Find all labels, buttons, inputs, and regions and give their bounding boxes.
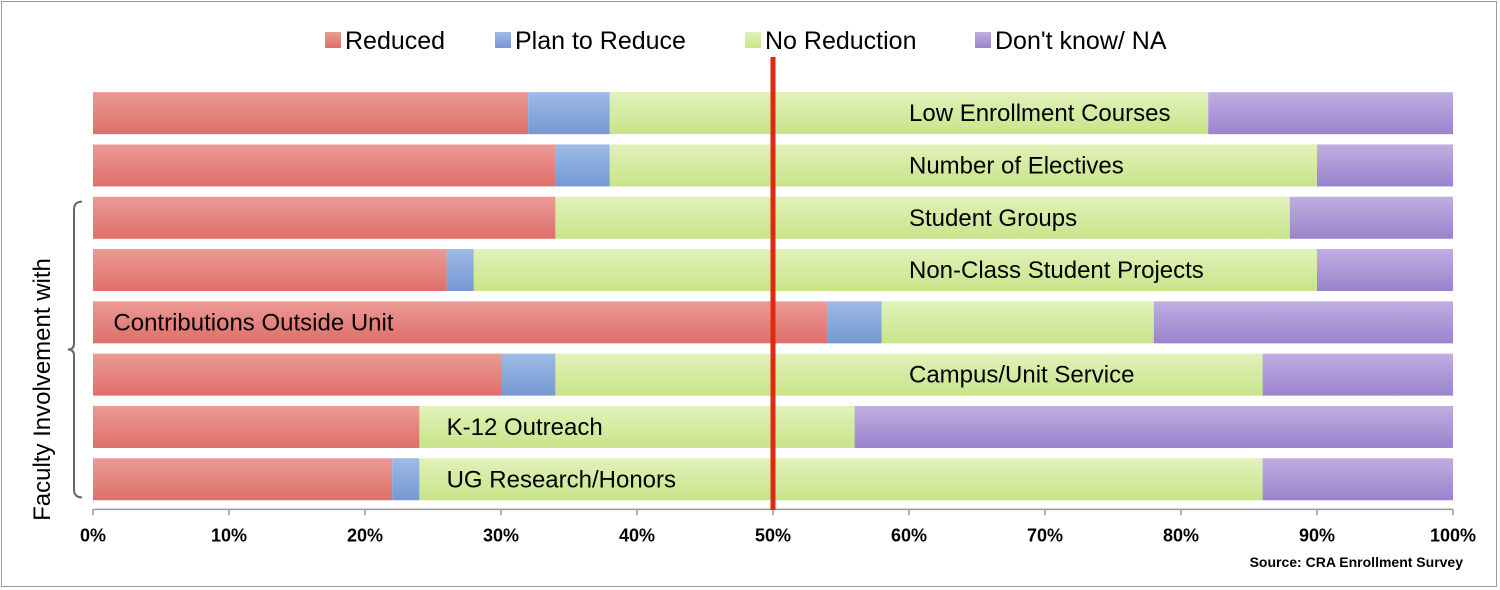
bar-segment-plan-to-reduce xyxy=(528,92,610,135)
x-tick-label: 20% xyxy=(347,525,383,545)
legend-label-don-t-know-na: Don't know/ NA xyxy=(995,27,1167,55)
bar-segment-plan-to-reduce xyxy=(501,353,556,396)
legend-swatch-plan-to-reduce xyxy=(495,32,511,48)
bar-segment-plan-to-reduce xyxy=(827,301,882,344)
bar-segment-don-t-know-na xyxy=(854,405,1453,448)
x-tick-label: 40% xyxy=(619,525,655,545)
bar-row: Campus/Unit Service xyxy=(93,353,1453,396)
legend-swatch-reduced xyxy=(325,32,341,48)
x-tick-label: 70% xyxy=(1027,525,1063,545)
bar-segment-don-t-know-na xyxy=(1317,144,1453,187)
bar-category-label: K-12 Outreach xyxy=(447,414,603,441)
bar-segment-reduced xyxy=(93,301,828,344)
bar-category-label: UG Research/Honors xyxy=(447,466,676,493)
legend-swatch-no-reduction xyxy=(745,32,761,48)
x-tick-label: 0% xyxy=(80,525,106,545)
bar-segment-reduced xyxy=(93,144,556,187)
bar-segment-don-t-know-na xyxy=(1262,353,1453,396)
bar-row: K-12 Outreach xyxy=(93,405,1453,448)
bar-category-label: Campus/Unit Service xyxy=(909,362,1134,389)
x-tick-label: 10% xyxy=(211,525,247,545)
bar-category-label: Non-Class Student Projects xyxy=(909,257,1204,284)
bar-segment-plan-to-reduce xyxy=(446,249,474,292)
bar-row: Number of Electives xyxy=(93,144,1453,187)
bar-segment-reduced xyxy=(93,92,529,135)
bar-row: Low Enrollment Courses xyxy=(93,92,1453,135)
legend-label-plan-to-reduce: Plan to Reduce xyxy=(515,27,686,55)
x-tick-label: 30% xyxy=(483,525,519,545)
x-tick-label: 60% xyxy=(891,525,927,545)
x-axis: 0% 10% 20% 30% 40% 50% 60% 70% 80% 90% 100% xyxy=(80,508,1476,545)
legend: Reduced Plan to Reduce No Reduction Don't k… xyxy=(325,27,1167,55)
bar-row: Contributions Outside Unit xyxy=(93,301,1453,344)
bar-segment-no-reduction xyxy=(609,92,1209,135)
bar-segment-no-reduction xyxy=(881,301,1154,344)
x-tick-label: 90% xyxy=(1299,525,1335,545)
y-axis-title: Faculty Involvement with xyxy=(29,258,56,521)
bar-segment-reduced xyxy=(93,353,501,396)
y-axis-bracket xyxy=(67,200,83,499)
bar-segment-reduced xyxy=(93,196,556,239)
legend-label-no-reduction: No Reduction xyxy=(765,27,916,55)
bar-row: Student Groups xyxy=(93,196,1453,239)
legend-label-reduced: Reduced xyxy=(345,27,445,55)
legend-swatch-don-t-know-na xyxy=(975,32,991,48)
bar-category-label: Contributions Outside Unit xyxy=(113,309,393,336)
x-tick-label: 100% xyxy=(1430,525,1476,545)
bar-segment-reduced xyxy=(93,249,447,292)
bar-row: Non-Class Student Projects xyxy=(93,249,1453,292)
bar-segment-no-reduction xyxy=(473,249,1317,292)
bar-segment-reduced xyxy=(93,405,420,448)
bars-group: Low Enrollment Courses Number of Elective… xyxy=(93,92,1453,501)
bar-segment-no-reduction xyxy=(419,458,1263,501)
bar-segment-don-t-know-na xyxy=(1153,301,1453,344)
x-tick-label: 50% xyxy=(755,525,791,545)
bar-category-label: Low Enrollment Courses xyxy=(909,100,1170,127)
bar-category-label: Student Groups xyxy=(909,205,1077,232)
bar-segment-no-reduction xyxy=(419,405,855,448)
bar-segment-reduced xyxy=(93,458,393,501)
bar-segment-don-t-know-na xyxy=(1208,92,1453,135)
bar-segment-no-reduction xyxy=(609,144,1317,187)
bar-segment-don-t-know-na xyxy=(1289,196,1453,239)
bar-segment-don-t-know-na xyxy=(1317,249,1453,292)
bar-segment-plan-to-reduce xyxy=(555,144,610,187)
bar-segment-no-reduction xyxy=(555,196,1290,239)
bar-segment-plan-to-reduce xyxy=(392,458,420,501)
source-note: Source: CRA Enrollment Survey xyxy=(1250,554,1464,570)
bar-segment-no-reduction xyxy=(555,353,1263,396)
bar-row: UG Research/Honors xyxy=(93,458,1453,501)
x-tick-label: 80% xyxy=(1163,525,1199,545)
bar-category-label: Number of Electives xyxy=(909,152,1124,179)
y-axis: Faculty Involvement with xyxy=(29,200,83,521)
bar-segment-don-t-know-na xyxy=(1262,458,1453,501)
